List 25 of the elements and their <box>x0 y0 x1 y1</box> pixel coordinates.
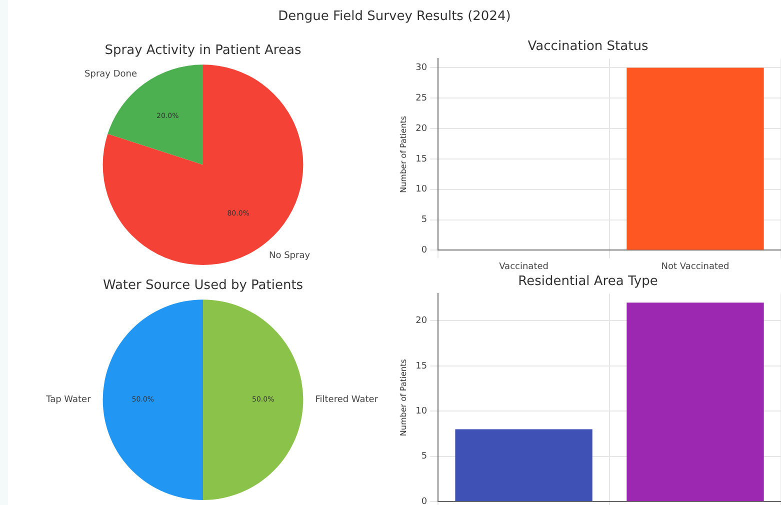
y-tick-label: 5 <box>421 452 428 462</box>
y-tick-label: 20 <box>416 316 428 326</box>
y-tick-label: 10 <box>416 184 428 195</box>
chart-title: Residential Area Type <box>518 274 658 290</box>
y-axis-title: Number of Patients <box>398 359 408 436</box>
chart-title: Water Source Used by Patients <box>102 278 304 294</box>
y-tick-label: 25 <box>416 93 428 104</box>
text: Dengue Field Survey Results (2024) <box>277 8 512 26</box>
y-tick-label: 0 <box>421 246 428 256</box>
y-tick-label: 20 <box>416 124 428 134</box>
y-tick-label: 30 <box>416 63 428 74</box>
chart-title: Vaccination Status <box>528 39 648 54</box>
y-tick-label: 15 <box>416 361 428 372</box>
slice-label: Spray Done <box>84 69 138 80</box>
slice-label: Filtered Water <box>315 395 378 406</box>
y-tick-label: 15 <box>416 154 428 164</box>
x-tick-label: Not Vaccinated <box>661 262 730 272</box>
y-axis-title: Number of Patients <box>398 116 408 193</box>
y-tick-label: 5 <box>421 215 428 226</box>
x-tick-label: Vaccinated <box>499 262 548 272</box>
slice-label: No Spray <box>268 250 311 261</box>
chart-title: Spray Activity in Patient Areas <box>104 43 302 58</box>
y-tick-label: 10 <box>416 406 428 417</box>
slice-label: Tap Water <box>45 395 92 406</box>
y-tick-label: 0 <box>421 496 428 505</box>
